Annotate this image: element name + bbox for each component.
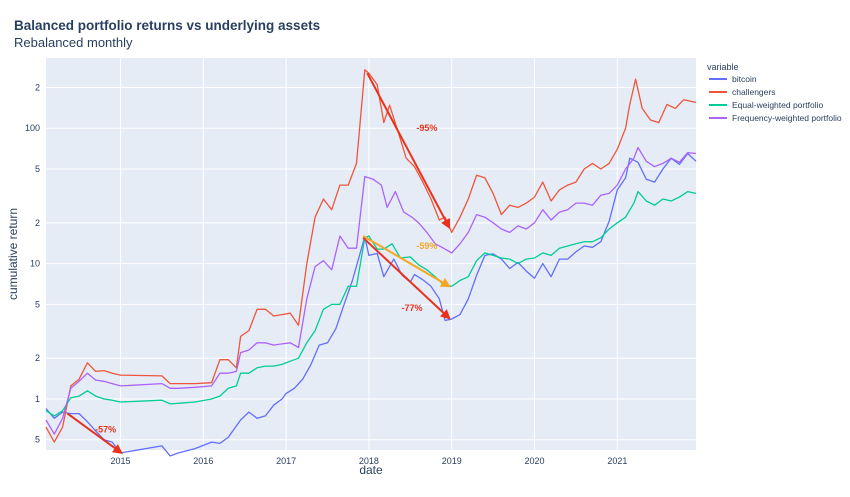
- y-axis-label: cumulative return: [6, 208, 20, 300]
- x-tick-label: 2021: [607, 456, 627, 466]
- y-tick-label: 2: [35, 353, 40, 363]
- legend-item-label[interactable]: Equal-weighted portfolio: [732, 100, 823, 110]
- annotation-label: -57%: [95, 425, 116, 435]
- chart-title: Balanced portfolio returns vs underlying…: [14, 18, 321, 33]
- legend-item-label[interactable]: challengers: [732, 87, 775, 97]
- y-tick-label: 100: [25, 123, 40, 133]
- y-tick-label: 2: [35, 218, 40, 228]
- annotation-arrow: [366, 72, 451, 230]
- annotation-arrow: [362, 235, 451, 288]
- y-tick-label: 5: [35, 435, 40, 445]
- annotation-arrow: [66, 412, 123, 455]
- annotations: -57% -95% -59% -77%: [66, 72, 451, 455]
- series-lines: [45, 69, 697, 457]
- legend: variable bitcoin challengers Equal-weighte…: [707, 62, 842, 123]
- grid-lines: [46, 58, 696, 450]
- series-line-challengers: [45, 69, 697, 443]
- x-tick-label: 2015: [111, 456, 131, 466]
- chart-subtitle: Rebalanced monthly: [14, 35, 133, 50]
- annotation-label: -95%: [416, 123, 437, 133]
- legend-title: variable: [707, 62, 739, 72]
- annotation-label: -59%: [416, 241, 437, 251]
- x-tick-label: 2019: [442, 456, 462, 466]
- series-line-equal-weighted-portfolio: [45, 190, 697, 417]
- y-tick-label: 2: [35, 82, 40, 92]
- y-tick-label: 5: [35, 164, 40, 174]
- series-line-frequency-weighted-portfolio: [45, 146, 697, 435]
- x-tick-label: 2018: [359, 456, 379, 466]
- annotation-label: -77%: [401, 303, 422, 313]
- x-axis-label: date: [359, 463, 383, 477]
- y-tick-label: 5: [35, 299, 40, 309]
- y-tick-label: 10: [30, 259, 40, 269]
- legend-item-label[interactable]: bitcoin: [732, 74, 757, 84]
- annotation-arrow: [362, 237, 451, 320]
- legend-item-label[interactable]: Frequency-weighted portfolio: [732, 113, 842, 123]
- y-tick-label: 1: [35, 394, 40, 404]
- x-axis-ticks: 2015 2016 2017 2018 2019 2020 2021: [111, 456, 628, 466]
- x-tick-label: 2020: [525, 456, 545, 466]
- plot-background: [46, 58, 696, 450]
- y-axis-ticks: 5 1 2 5 10 2 5 100 2: [25, 82, 40, 444]
- x-tick-label: 2016: [193, 456, 213, 466]
- x-tick-label: 2017: [276, 456, 296, 466]
